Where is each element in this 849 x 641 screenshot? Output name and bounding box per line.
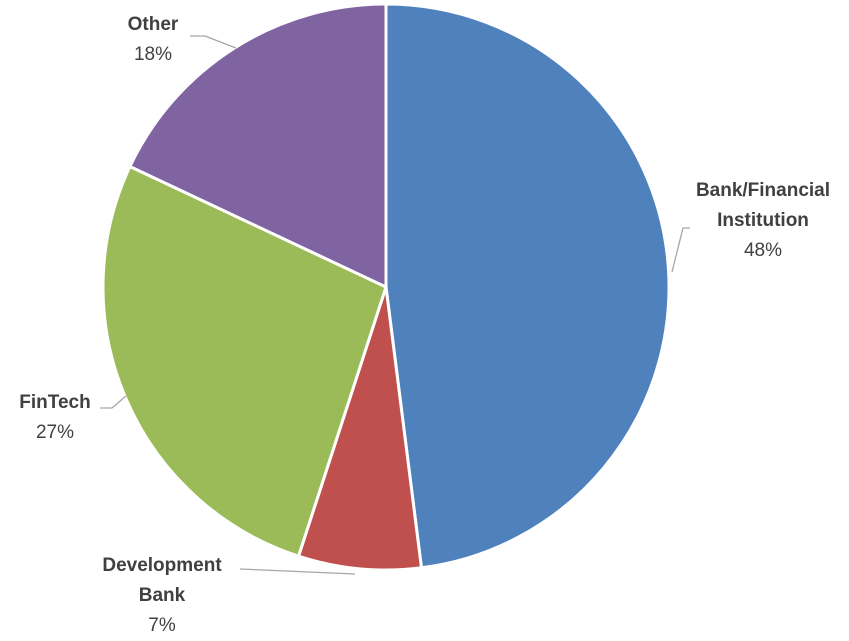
data-label-name-bank: Bank/Financial	[696, 180, 830, 201]
pie-slice-fintech	[101, 164, 388, 559]
data-label-value-other: 18%	[134, 44, 172, 65]
pie-slice-other	[127, 2, 388, 290]
data-label-other: Other 18%	[128, 14, 179, 65]
data-label-value-bank: 48%	[744, 240, 782, 261]
data-labels: Bank/Financial Institution 48% Development B…	[19, 14, 830, 636]
pie-slice-devbank	[296, 286, 424, 572]
pie-slice-bank	[384, 2, 671, 570]
data-label-devbank: Development Bank 7%	[102, 555, 222, 636]
pie-slices	[101, 2, 671, 572]
data-label-value-fintech: 27%	[36, 422, 74, 443]
data-label-name-devbank: Bank	[139, 585, 186, 606]
leader-line-fintech	[100, 395, 127, 409]
data-label-name-bank: Institution	[717, 210, 809, 231]
leader-line-other	[190, 35, 237, 49]
leader-line-bank	[671, 227, 690, 273]
data-label-name-devbank: Development	[102, 555, 222, 576]
data-label-name-fintech: FinTech	[19, 392, 90, 413]
data-label-name-other: Other	[128, 14, 179, 35]
data-label-bank: Bank/Financial Institution 48%	[696, 180, 830, 261]
data-label-value-devbank: 7%	[148, 615, 176, 636]
leader-line-devbank	[239, 568, 356, 575]
data-label-fintech: FinTech 27%	[19, 392, 90, 443]
leader-lines	[100, 35, 690, 575]
